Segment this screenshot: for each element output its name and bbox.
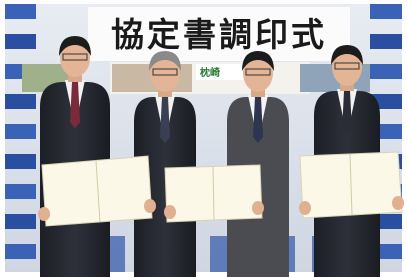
tile <box>5 154 36 169</box>
hand <box>252 201 264 215</box>
hand <box>164 205 176 219</box>
hand <box>38 207 50 221</box>
tile <box>5 184 36 199</box>
tile <box>5 4 36 19</box>
tile <box>370 64 402 79</box>
tile <box>5 214 36 229</box>
hand <box>144 199 156 213</box>
tile <box>5 244 36 259</box>
tile <box>370 34 402 49</box>
photo: 協定書調印式 枕崎 <box>0 0 407 277</box>
hand <box>299 201 311 215</box>
banner-title: 協定書調印式 <box>111 15 327 54</box>
logo-text: 枕崎 <box>200 66 220 79</box>
document <box>42 156 152 226</box>
hand <box>392 196 404 210</box>
tile <box>5 94 36 109</box>
tile <box>370 4 402 19</box>
tile <box>210 236 227 272</box>
tile <box>5 124 36 139</box>
tile <box>108 236 125 272</box>
tile <box>5 34 36 49</box>
